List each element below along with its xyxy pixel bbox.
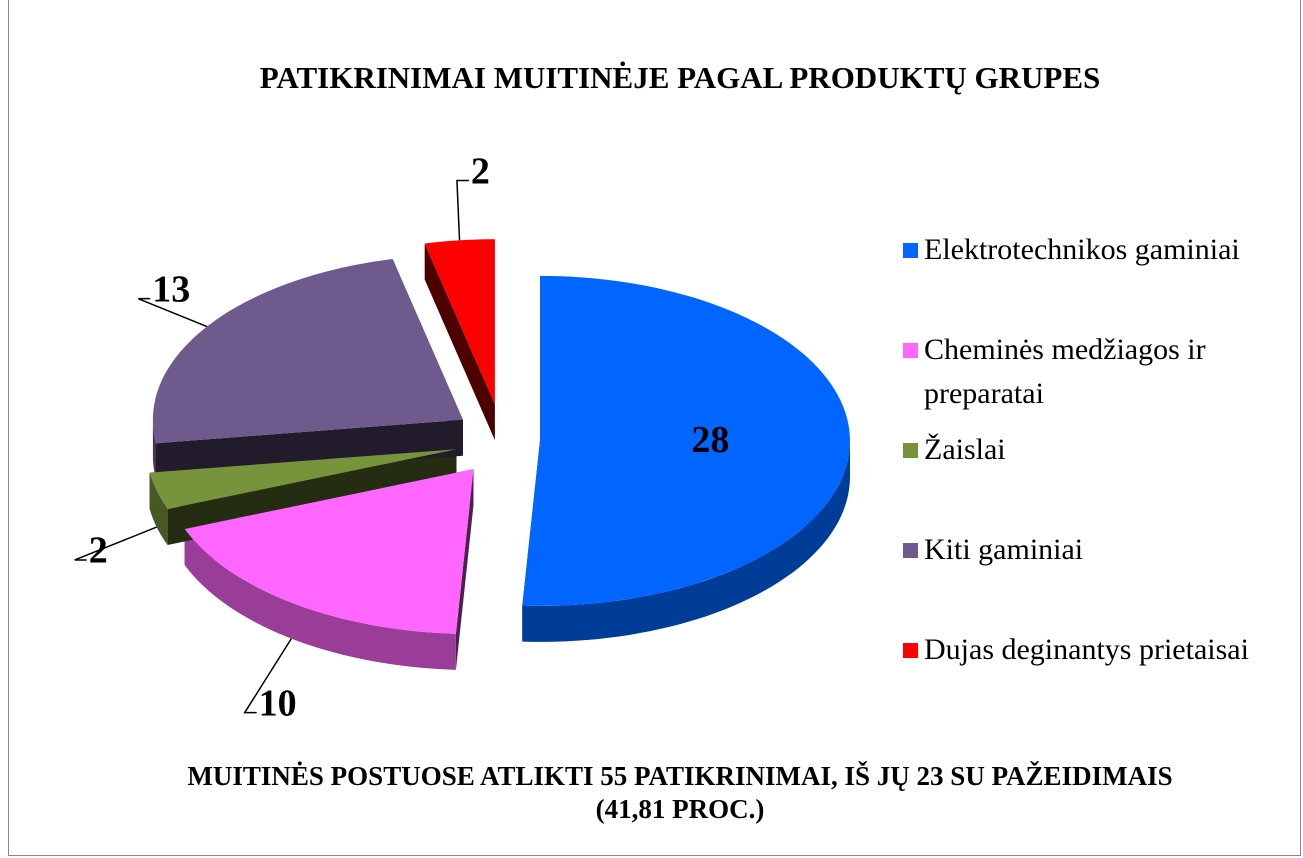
chart-title: PATIKRINIMAI MUITINĖJE PAGAL PRODUKTŲ GR… (259, 60, 1101, 95)
legend-swatch (903, 443, 918, 458)
slice-side (455, 469, 474, 670)
frame (8, 0, 1301, 856)
data-label: 2 (471, 150, 490, 192)
slice (149, 449, 457, 509)
legend-swatch (903, 543, 918, 558)
slice-side (156, 419, 463, 480)
legend-label: Cheminės medžiagos ir preparatai (924, 333, 1206, 410)
slice (522, 275, 850, 606)
legend-item: Elektrotechnikos gaminiai (903, 228, 1298, 328)
data-label: 13 (152, 268, 190, 310)
legend-item: Dujas deginantys prietaisai (903, 628, 1298, 728)
slice-wall (149, 472, 168, 545)
legend-item: Kiti gaminiai (903, 528, 1298, 628)
legend-label: Elektrotechnikos gaminiai (924, 233, 1240, 266)
slice (184, 469, 474, 634)
data-label: 2 (89, 530, 108, 572)
slice (152, 259, 463, 444)
annotation: MUITINĖS POSTUOSE ATLIKTI 55 PATIKRINIMA… (187, 761, 1173, 824)
slice-wall (152, 419, 156, 480)
legend-swatch (903, 343, 918, 358)
leader-line (74, 526, 157, 561)
slice-wall (522, 440, 850, 642)
legend-item: Žaislai (903, 428, 1298, 528)
data-label: 10 (259, 682, 297, 724)
legend-item: Cheminės medžiagos ir preparatai (903, 328, 1298, 428)
slice-wall (184, 529, 456, 670)
slice-side (424, 243, 495, 441)
data-label: 28 (691, 419, 729, 461)
legend: Elektrotechnikos gaminiai Cheminės medžia… (903, 228, 1298, 728)
slice (424, 239, 495, 405)
leader-line (456, 179, 469, 241)
legend-label: Dujas deginantys prietaisai (924, 633, 1249, 666)
leader-line (243, 638, 292, 714)
legend-swatch (903, 243, 918, 258)
legend-label: Žaislai (924, 433, 1006, 466)
leader-line (137, 297, 208, 328)
legend-swatch (903, 643, 918, 658)
legend-label: Kiti gaminiai (924, 533, 1084, 566)
